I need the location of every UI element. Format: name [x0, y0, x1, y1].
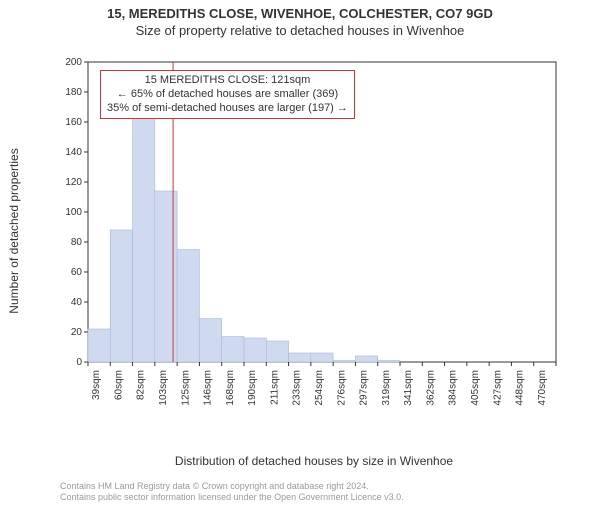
x-tick-label: 362sqm	[425, 370, 436, 406]
svg-text:160: 160	[65, 117, 82, 128]
x-tick-label: 384sqm	[448, 370, 459, 406]
annotation-line: ← 65% of detached houses are smaller (36…	[107, 88, 348, 102]
svg-text:100: 100	[65, 207, 82, 218]
x-tick-label: 470sqm	[537, 370, 548, 406]
footer-line2: Contains public sector information licen…	[60, 492, 404, 502]
chart-container: 15, MEREDITHS CLOSE, WIVENHOE, COLCHESTE…	[0, 6, 600, 506]
x-tick-label: 448sqm	[515, 370, 526, 406]
histogram-bar	[155, 191, 177, 362]
histogram-bar	[244, 338, 266, 362]
x-tick-label: 103sqm	[158, 370, 169, 406]
x-tick-label: 125sqm	[180, 370, 191, 406]
x-tick-label: 319sqm	[381, 370, 392, 406]
histogram-bar	[266, 341, 288, 362]
svg-text:60: 60	[71, 267, 83, 278]
annotation-line: 15 MEREDITHS CLOSE: 121sqm	[107, 74, 348, 88]
histogram-bar	[289, 353, 311, 362]
histogram-bar	[88, 329, 110, 362]
x-tick-label: 297sqm	[359, 370, 370, 406]
svg-text:140: 140	[65, 147, 82, 158]
x-tick-label: 405sqm	[470, 370, 481, 406]
svg-text:200: 200	[65, 57, 82, 68]
x-tick-label: 146sqm	[203, 370, 214, 406]
y-axis-label: Number of detached properties	[7, 148, 21, 313]
svg-text:0: 0	[76, 357, 82, 368]
x-axis-label: Distribution of detached houses by size …	[175, 454, 453, 468]
annotation-line: 35% of semi-detached houses are larger (…	[107, 102, 348, 116]
histogram-bar	[133, 82, 155, 363]
annotation-box: 15 MEREDITHS CLOSE: 121sqm← 65% of detac…	[100, 70, 355, 119]
footer-line1: Contains HM Land Registry data © Crown c…	[60, 481, 404, 491]
histogram-bar	[378, 361, 400, 363]
x-tick-label: 341sqm	[403, 370, 414, 406]
x-tick-label: 211sqm	[269, 370, 280, 405]
footer-attribution: Contains HM Land Registry data © Crown c…	[60, 481, 404, 502]
svg-text:20: 20	[71, 327, 83, 338]
histogram-bar	[355, 356, 377, 362]
x-tick-label: 168sqm	[225, 370, 236, 406]
x-tick-label: 233sqm	[292, 370, 303, 406]
x-tick-label: 254sqm	[314, 370, 325, 406]
histogram-bar	[199, 319, 221, 363]
x-tick-label: 276sqm	[336, 370, 347, 406]
chart-title-sub: Size of property relative to detached ho…	[0, 23, 600, 38]
histogram-bar	[333, 361, 355, 363]
histogram-bar	[177, 250, 199, 363]
chart-title-address: 15, MEREDITHS CLOSE, WIVENHOE, COLCHESTE…	[0, 6, 600, 21]
histogram-bar	[311, 353, 333, 362]
histogram-bar	[222, 337, 244, 363]
svg-text:40: 40	[71, 297, 83, 308]
x-tick-label: 190sqm	[247, 370, 258, 406]
svg-text:80: 80	[71, 237, 83, 248]
histogram-bar	[110, 230, 132, 362]
svg-text:180: 180	[65, 87, 82, 98]
x-tick-label: 39sqm	[91, 370, 102, 400]
x-tick-label: 427sqm	[492, 370, 503, 406]
svg-text:120: 120	[65, 177, 82, 188]
x-tick-label: 60sqm	[113, 370, 124, 400]
x-tick-label: 82sqm	[136, 370, 147, 400]
